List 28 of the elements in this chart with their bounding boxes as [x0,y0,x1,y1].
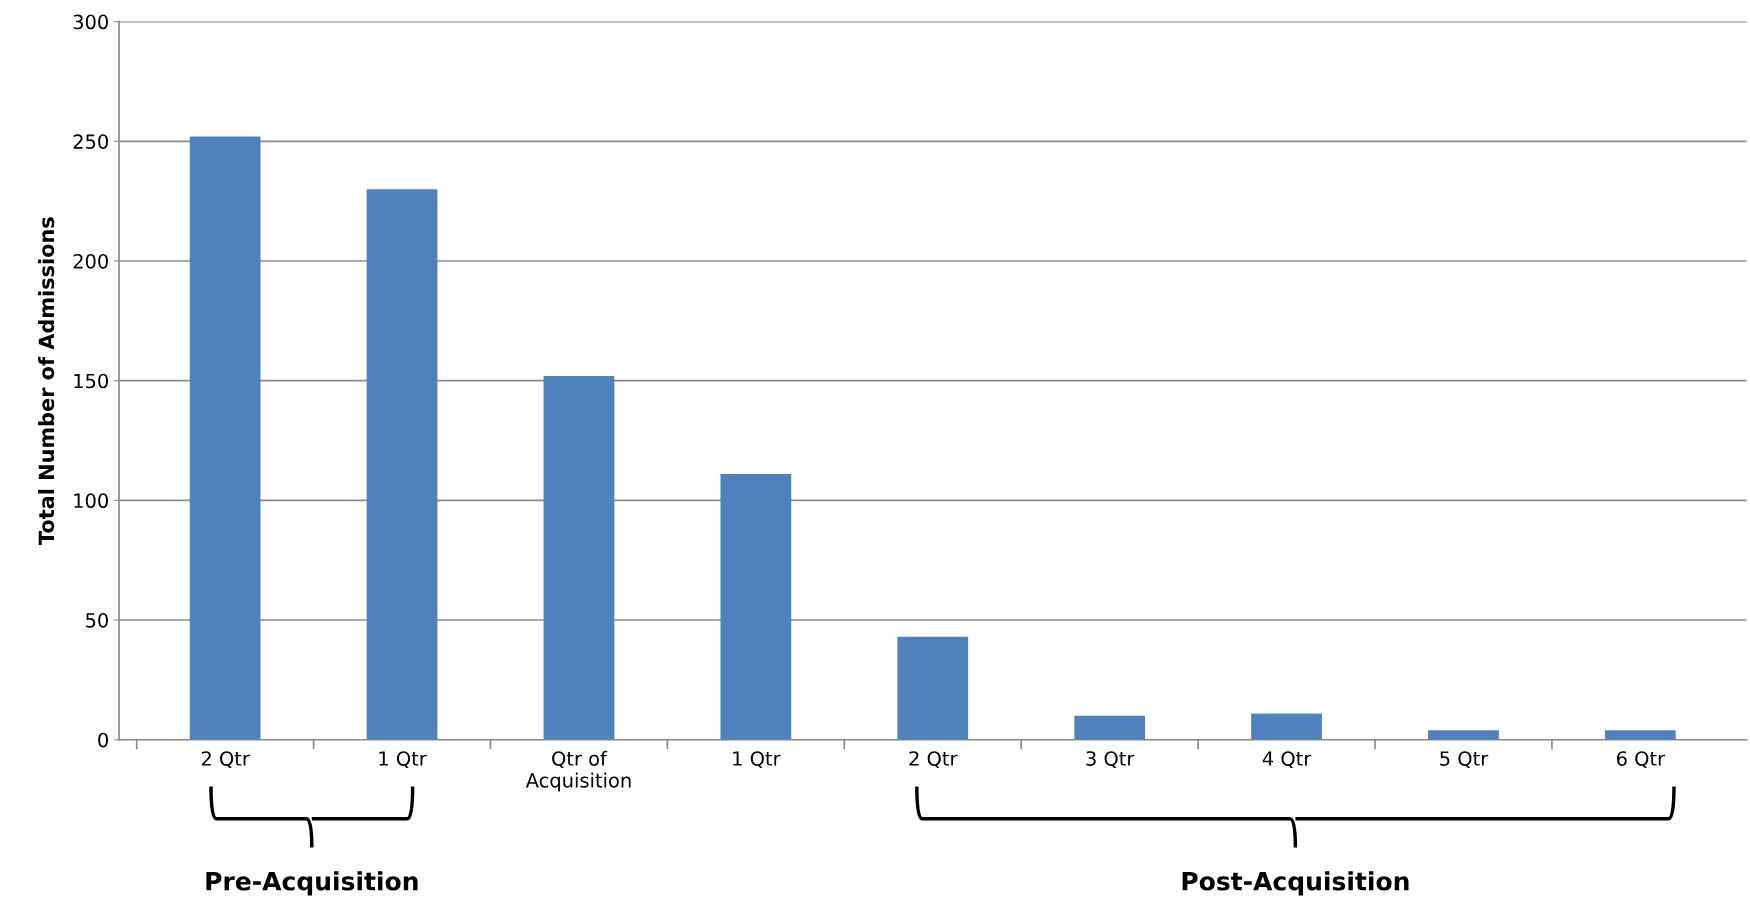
bar [720,474,792,740]
bar [1604,730,1676,740]
x-tick-label: 3 Qtr [1086,751,1135,769]
x-tick-label: 1 Qtr [733,751,781,769]
y-tick-label: 0 [98,732,108,748]
bar [189,136,261,740]
y-tick-label: 250 [73,134,108,149]
x-tick-label: 1 Qtr [379,751,427,769]
text: Pre-Acquisition [206,871,418,896]
y-tick-label: 50 [86,612,108,628]
y-tick-label: 300 [73,14,108,30]
y-axis-title: Total Number of Admissions [38,217,55,545]
bar [1428,730,1499,740]
x-tick-label: 2 Qtr [201,751,250,769]
text: Post-Acquisition [1182,871,1409,896]
y-tick-label: 200 [73,253,108,269]
x-tick-label: 5 Qtr [1440,751,1489,769]
x-tick-label: 2 Qtr [909,751,958,769]
x-tick-label: Qtr of Acquisition [525,750,631,792]
bar [1251,713,1322,740]
x-tick-label: 4 Qtr [1262,751,1312,769]
x-tick-label: 6 Qtr [1616,751,1666,769]
bar [543,375,615,740]
bar [366,189,438,740]
bar [1074,715,1146,740]
y-tick-label: 100 [74,493,108,509]
y-tick-label: 150 [74,373,108,389]
bar [897,636,969,740]
